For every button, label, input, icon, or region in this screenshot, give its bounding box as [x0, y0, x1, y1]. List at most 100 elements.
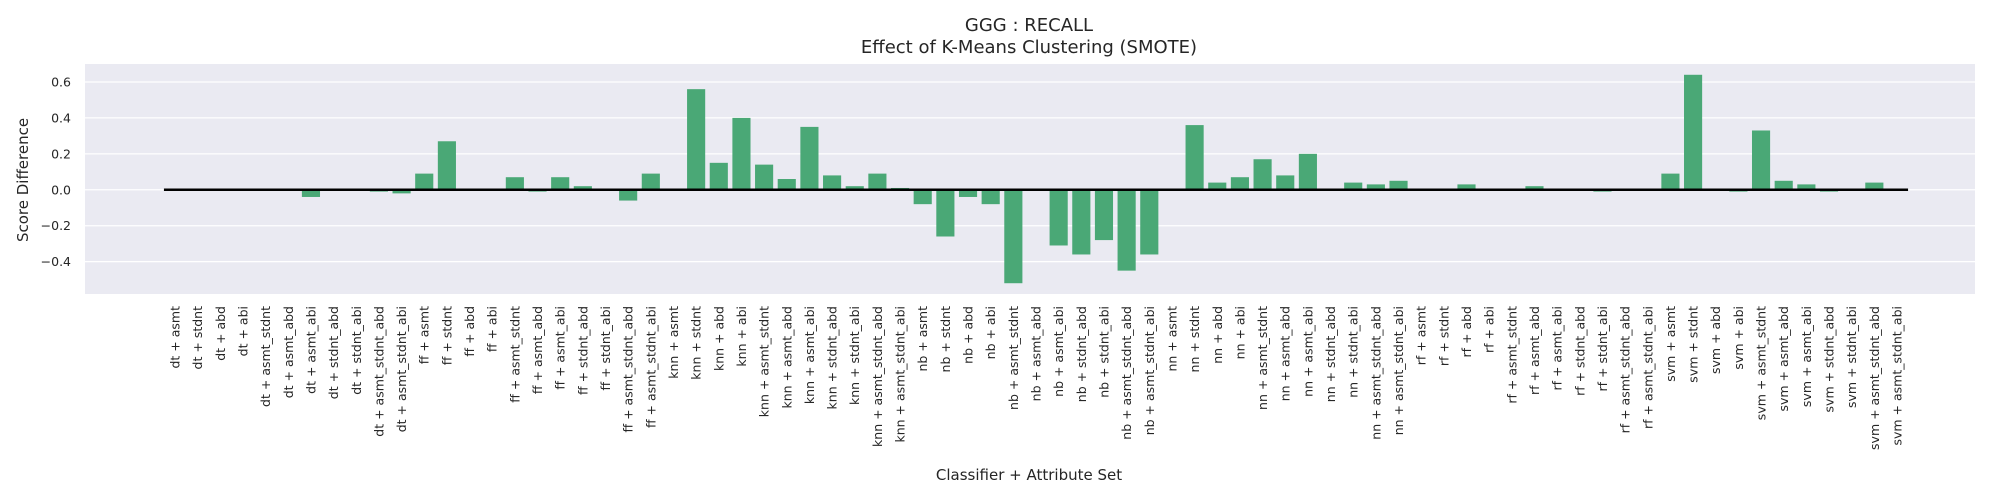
bar: [868, 173, 887, 190]
bar: [1253, 159, 1272, 190]
x-tick-label: dt + asmt_stdnt: [258, 306, 273, 407]
x-tick-label: dt + asmt_stdnt_abi: [394, 306, 409, 432]
x-tick-label: dt + abi: [235, 306, 250, 356]
x-tick-label: nn + asmt_stdnt: [1255, 306, 1270, 410]
bar: [1366, 184, 1385, 190]
bar: [732, 117, 751, 190]
bar: [1661, 173, 1680, 190]
x-tick-label: nb + abi: [983, 306, 998, 359]
x-tick-label: svm + asmt_stdnt_abi: [1890, 306, 1905, 446]
x-tick-label: ff + asmt: [417, 306, 432, 364]
x-tick-label: nn + asmt_stdnt_abd: [1368, 306, 1383, 440]
bar: [1094, 189, 1114, 241]
x-tick-label: rf + asmt_stdnt_abd: [1618, 306, 1633, 433]
x-tick-label: nn + abd: [1210, 306, 1225, 364]
y-tick-label: 0.2: [51, 146, 71, 161]
x-tick-label: rf + stdnt_abd: [1572, 306, 1587, 396]
x-tick-label: svm + asmt_stdnt_abd: [1867, 306, 1882, 450]
chart-title: GGG : RECALL: [965, 15, 1093, 36]
bar: [1797, 184, 1816, 190]
x-tick-label: ff + abd: [462, 306, 477, 357]
x-tick-label: nn + asmt: [1164, 306, 1179, 372]
x-tick-label: nn + asmt_stdnt_abi: [1391, 306, 1406, 435]
x-tick-label: dt + stdnt_abd: [326, 306, 341, 399]
x-tick-label: knn + asmt_abi: [802, 306, 817, 404]
x-tick-label: rf + asmt_abi: [1550, 306, 1565, 391]
x-tick-label: ff + stdnt_abd: [575, 306, 590, 395]
bar: [958, 189, 978, 197]
y-axis-label: Score Difference: [14, 118, 32, 242]
bar: [392, 189, 411, 194]
x-tick-label: rf + stdnt: [1436, 306, 1451, 366]
bar: [1865, 182, 1884, 190]
y-tick-label: −0.2: [41, 218, 71, 233]
x-tick-label: nb + asmt: [915, 306, 930, 372]
x-tick-label: nb + asmt_stdnt_abi: [1142, 306, 1157, 435]
x-tick-label: nn + asmt_abd: [1278, 306, 1293, 401]
y-tick-label: 0.0: [51, 182, 71, 197]
x-tick-label: nb + stdnt_abd: [1074, 306, 1089, 402]
x-axis-ticks: dt + asmt dt + stdnt dt + abd dt + abi dt + …: [168, 306, 1905, 450]
bar: [1117, 189, 1136, 271]
bar: [1525, 186, 1544, 190]
bar: [1072, 189, 1091, 255]
x-tick-label: svm + asmt: [1663, 306, 1678, 382]
x-tick-label: nb + stdnt: [938, 306, 953, 373]
bar: [709, 162, 728, 190]
bar: [1344, 182, 1363, 190]
x-tick-label: knn + stdnt: [689, 306, 704, 380]
bar: [1049, 189, 1068, 246]
y-tick-label: −0.4: [41, 254, 71, 269]
y-tick-label: 0.6: [51, 74, 71, 89]
x-tick-label: dt + abd: [213, 306, 228, 361]
x-tick-label: knn + asmt_abd: [779, 306, 794, 409]
x-tick-label: ff + asmt_abd: [530, 306, 545, 394]
bar: [437, 141, 456, 190]
y-tick-label: 0.4: [51, 110, 71, 125]
bar: [1684, 74, 1703, 190]
bar: [301, 189, 321, 197]
x-tick-label: rf + abd: [1459, 306, 1474, 358]
bar: [573, 186, 592, 190]
bar: [619, 189, 638, 201]
x-tick-label: svm + stdnt: [1686, 306, 1701, 383]
x-tick-label: nb + abd: [961, 306, 976, 364]
bar: [981, 189, 1000, 205]
bar: [1140, 189, 1159, 255]
x-tick-label: nn + abi: [1232, 306, 1247, 359]
bar: [936, 189, 955, 237]
x-tick-label: svm + asmt_abd: [1776, 306, 1791, 412]
x-tick-label: svm + stdnt_abd: [1822, 306, 1837, 412]
x-tick-label: ff + abi: [485, 306, 500, 352]
bar: [845, 186, 864, 190]
x-tick-label: knn + stdnt_abi: [847, 306, 862, 405]
x-tick-label: ff + asmt_stdnt_abi: [643, 306, 658, 428]
bar: [1230, 177, 1249, 190]
x-tick-label: svm + abd: [1708, 306, 1723, 374]
bar: [1298, 153, 1317, 190]
x-tick-label: svm + asmt_abi: [1799, 306, 1814, 407]
x-tick-label: knn + asmt_stdnt_abd: [870, 306, 885, 447]
x-tick-label: ff + stdnt: [439, 306, 454, 365]
chart-subtitle: Effect of K-Means Clustering (SMOTE): [861, 37, 1197, 58]
x-tick-label: rf + stdnt_abi: [1595, 306, 1610, 391]
x-tick-label: knn + asmt_stdnt: [757, 306, 772, 417]
x-tick-label: dt + asmt_abd: [281, 306, 296, 398]
x-axis-label: Classifier + Attribute Set: [936, 466, 1122, 484]
bar: [800, 126, 819, 190]
x-tick-label: nn + asmt_abi: [1300, 306, 1315, 397]
x-tick-label: ff + asmt_stdnt_abd: [621, 306, 636, 432]
bar: [913, 189, 932, 205]
x-tick-label: nn + stdnt_abi: [1346, 306, 1361, 398]
plot-area: [85, 64, 1975, 294]
bar: [415, 173, 434, 190]
x-tick-label: knn + abd: [711, 306, 726, 371]
x-tick-label: svm + asmt_stdnt: [1754, 306, 1769, 420]
bar: [1276, 175, 1295, 190]
y-axis-ticks: −0.4 −0.2 0.0 0.2 0.4 0.6: [41, 74, 71, 269]
x-tick-label: nb + asmt_abd: [1029, 306, 1044, 401]
x-tick-label: nn + stdnt_abd: [1323, 306, 1338, 402]
x-tick-label: rf + asmt_stdnt_abi: [1640, 306, 1655, 429]
x-tick-label: ff + stdnt_abi: [598, 306, 613, 391]
